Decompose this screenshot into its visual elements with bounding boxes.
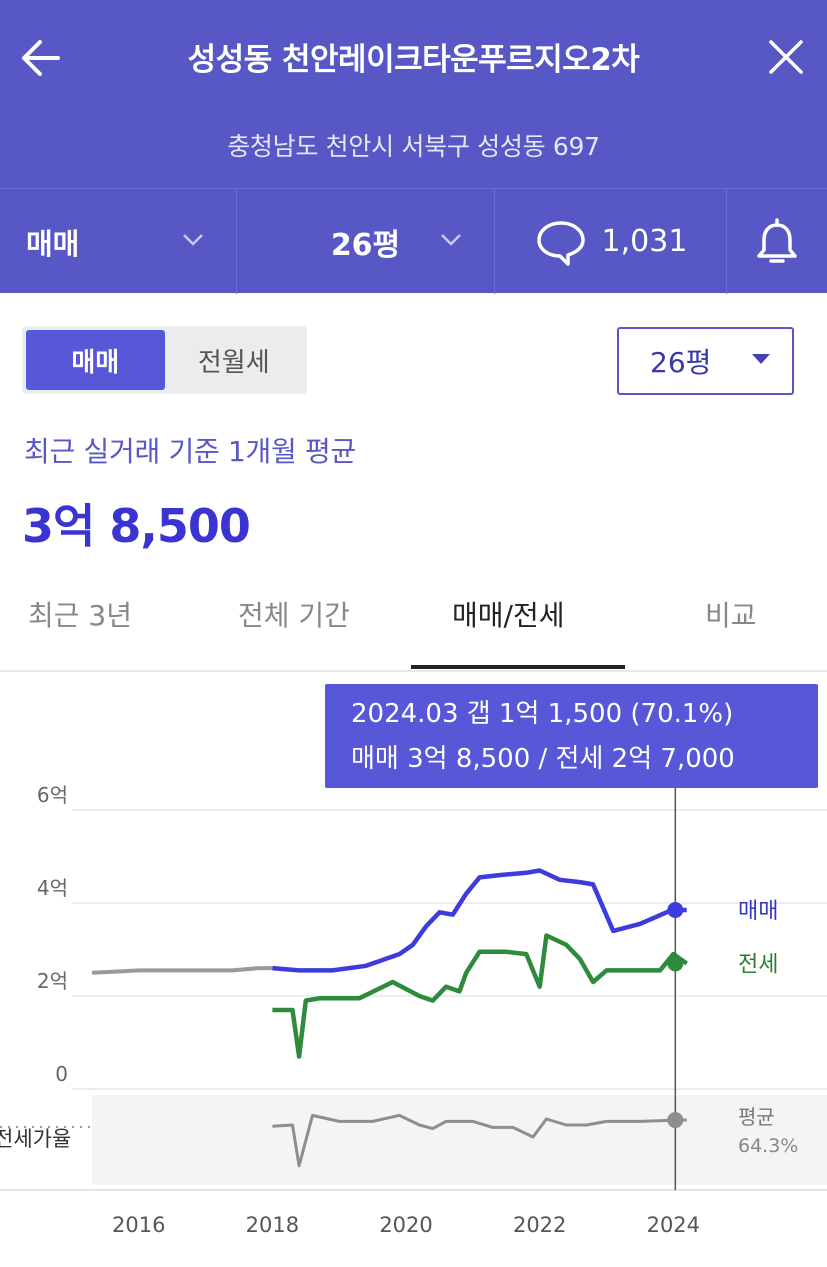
x-tick-label: 2022	[513, 1213, 566, 1237]
trade-toggle: 매매 전월세	[22, 326, 307, 394]
ratio-axis-label: 전세가율	[0, 1127, 71, 1151]
comments-button[interactable]: 1,031	[495, 189, 727, 294]
y-tick-label: 0	[55, 1062, 68, 1086]
caret-down-icon	[752, 354, 770, 364]
y-tick-label: 4억	[37, 876, 68, 900]
bell-icon	[757, 217, 797, 263]
tab-compare[interactable]: 비교	[705, 599, 757, 632]
legend-sale: 매매	[738, 899, 778, 924]
legend-lease: 전세	[738, 952, 778, 977]
chevron-down-icon	[441, 234, 461, 246]
old-sale-line	[91, 966, 273, 975]
sale-line	[272, 868, 687, 973]
average-label: 최근 실거래 기준 1개월 평균	[24, 435, 356, 468]
tab-all-period[interactable]: 전체 기간	[238, 599, 350, 632]
average-price: 3억 8,500	[22, 499, 251, 553]
x-tick-label: 2020	[379, 1213, 432, 1237]
toggle-lease[interactable]: 전월세	[197, 347, 270, 378]
page-title: 성성동 천안레이크타운푸르지오2차	[187, 42, 640, 78]
app-header: 성성동 천안레이크타운푸르지오2차 충청남도 천안시 서북구 성성동 697 매…	[0, 0, 827, 294]
y-tick-label: 2억	[37, 969, 68, 993]
notification-button[interactable]	[727, 189, 827, 294]
back-button[interactable]	[12, 28, 68, 88]
tooltip-price-line: 매매 3억 8,500 / 전세 2억 7,000	[351, 744, 735, 774]
filter-bar: 매매 26평 1,031	[0, 188, 827, 294]
trade-type-dropdown[interactable]: 매매	[0, 189, 237, 294]
tab-sale-lease[interactable]: 매매/전세	[452, 599, 565, 632]
y-tick-label: 6억	[37, 783, 68, 807]
size-label: 26평	[330, 227, 401, 263]
size-select-value: 26평	[650, 346, 712, 379]
tab-recent-3y[interactable]: 최근 3년	[28, 599, 132, 632]
period-tabs: 최근 3년 전체 기간 매매/전세 비교	[0, 570, 827, 672]
tooltip-gap-line: 2024.03 갭 1억 1,500 (70.1%)	[351, 699, 734, 729]
trade-type-label: 매매	[26, 226, 80, 261]
x-tick-label: 2016	[112, 1213, 165, 1237]
arrow-left-icon	[22, 40, 60, 76]
chart-tooltip: 2024.03 갭 1억 1,500 (70.1%) 매매 3억 8,500 /…	[325, 684, 818, 788]
active-tab-indicator	[411, 665, 625, 669]
size-dropdown[interactable]: 26평	[237, 189, 495, 294]
ratio-band	[92, 1095, 827, 1185]
x-tick-label: 2024	[647, 1213, 700, 1237]
comment-count: 1,031	[601, 224, 688, 259]
lease-point	[667, 955, 684, 972]
chevron-down-icon	[183, 234, 203, 246]
address-text: 충청남도 천안시 서북구 성성동 697	[227, 132, 600, 161]
size-select[interactable]: 26평	[617, 327, 794, 395]
legend-ratio: 평균	[738, 1105, 775, 1129]
lease-line	[272, 933, 688, 1059]
ratio-point	[667, 1112, 684, 1129]
x-tick-label: 2018	[246, 1213, 299, 1237]
ratio-line	[272, 1113, 687, 1168]
toggle-sale[interactable]: 매매	[26, 330, 165, 390]
speech-bubble-icon	[536, 220, 585, 266]
close-button[interactable]	[757, 28, 813, 88]
sale-point	[667, 901, 684, 918]
close-icon	[769, 40, 803, 74]
legend-ratio-value: 64.3%	[738, 1135, 798, 1157]
